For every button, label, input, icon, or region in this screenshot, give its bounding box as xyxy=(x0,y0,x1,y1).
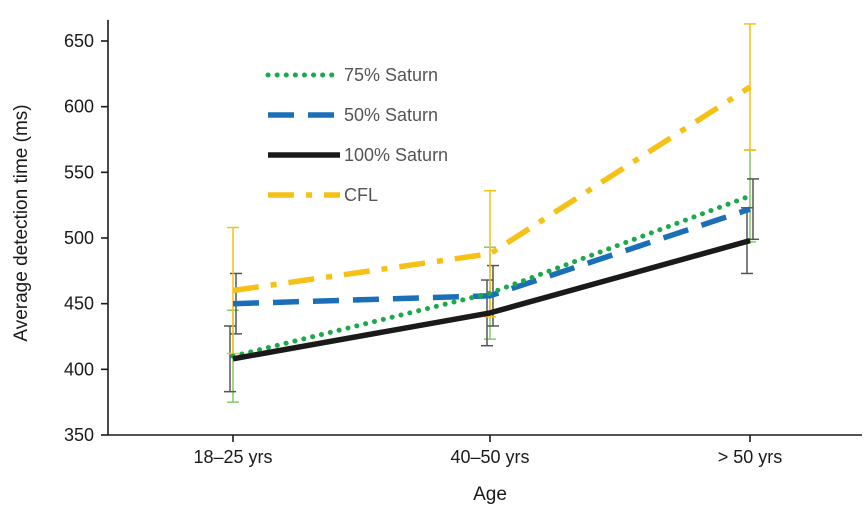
x-tick-label: > 50 yrs xyxy=(718,447,783,467)
y-tick-label: 650 xyxy=(64,31,94,51)
y-axis-title: Average detection time (ms) xyxy=(11,104,32,341)
x-tick-label: 40–50 yrs xyxy=(450,447,529,467)
axes: 350 400 450 500 550 600 650 18–25 yrs 40–50 yrs >… xyxy=(64,19,862,467)
legend-label: 100% Saturn xyxy=(344,145,448,165)
error-bar xyxy=(227,226,239,355)
x-tick-label: 18–25 yrs xyxy=(193,447,272,467)
x-axis-title: Age xyxy=(473,484,507,505)
series-line-dashed xyxy=(232,206,751,307)
y-tick-label: 500 xyxy=(64,228,94,248)
error-bar xyxy=(224,325,236,393)
series-line-solid xyxy=(232,237,751,362)
series-lines xyxy=(230,84,753,362)
legend: 75% Saturn 50% Saturn 100% Saturn CFL xyxy=(265,65,448,205)
series-line-dashdot xyxy=(232,84,752,294)
series-line-dotted xyxy=(230,193,753,359)
legend-item: CFL xyxy=(268,185,378,205)
legend-item: 75% Saturn xyxy=(265,65,438,85)
legend-item: 100% Saturn xyxy=(268,145,448,165)
y-tick-label: 450 xyxy=(64,294,94,314)
y-tick-label: 350 xyxy=(64,425,94,445)
legend-label: CFL xyxy=(344,185,378,205)
y-tick-label: 550 xyxy=(64,162,94,182)
legend-label: 50% Saturn xyxy=(344,105,438,125)
legend-label: 75% Saturn xyxy=(344,65,438,85)
legend-item: 50% Saturn xyxy=(268,105,438,125)
y-tick-label: 600 xyxy=(64,97,94,117)
y-tick-label: 400 xyxy=(64,359,94,379)
error-bar xyxy=(744,23,756,151)
